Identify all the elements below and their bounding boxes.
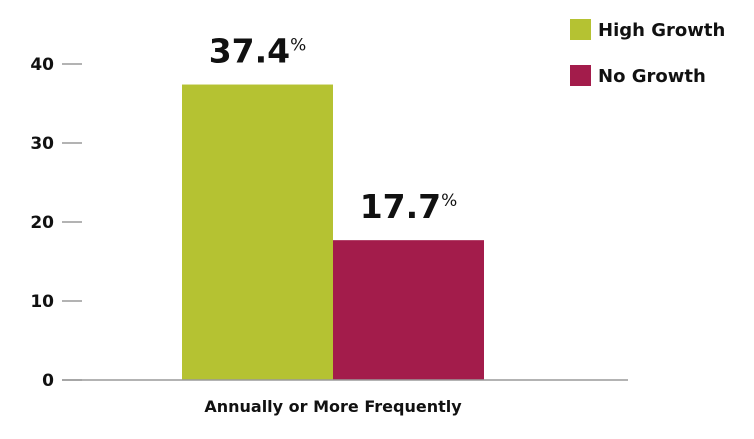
y-axis: 0 10 20 30 40: [30, 55, 82, 391]
bar-high-growth: [182, 84, 333, 380]
y-tick-label: 0: [42, 371, 54, 391]
bar-no-growth: [333, 240, 484, 380]
y-tick-label: 20: [30, 213, 54, 233]
legend: High Growth No Growth: [570, 19, 725, 87]
data-label: 17.7%: [360, 187, 458, 226]
y-tick-label: 30: [30, 134, 54, 154]
legend-swatch: [570, 65, 591, 86]
bars: [182, 84, 484, 380]
y-tick-label: 10: [30, 292, 54, 312]
legend-label: High Growth: [598, 20, 725, 41]
data-label: 37.4%: [209, 32, 307, 71]
y-tick-label: 40: [30, 55, 54, 75]
data-labels: 37.4% 17.7%: [209, 32, 458, 227]
x-tick-label: Annually or More Frequently: [204, 397, 462, 416]
legend-label: No Growth: [598, 66, 706, 87]
legend-swatch: [570, 19, 591, 40]
